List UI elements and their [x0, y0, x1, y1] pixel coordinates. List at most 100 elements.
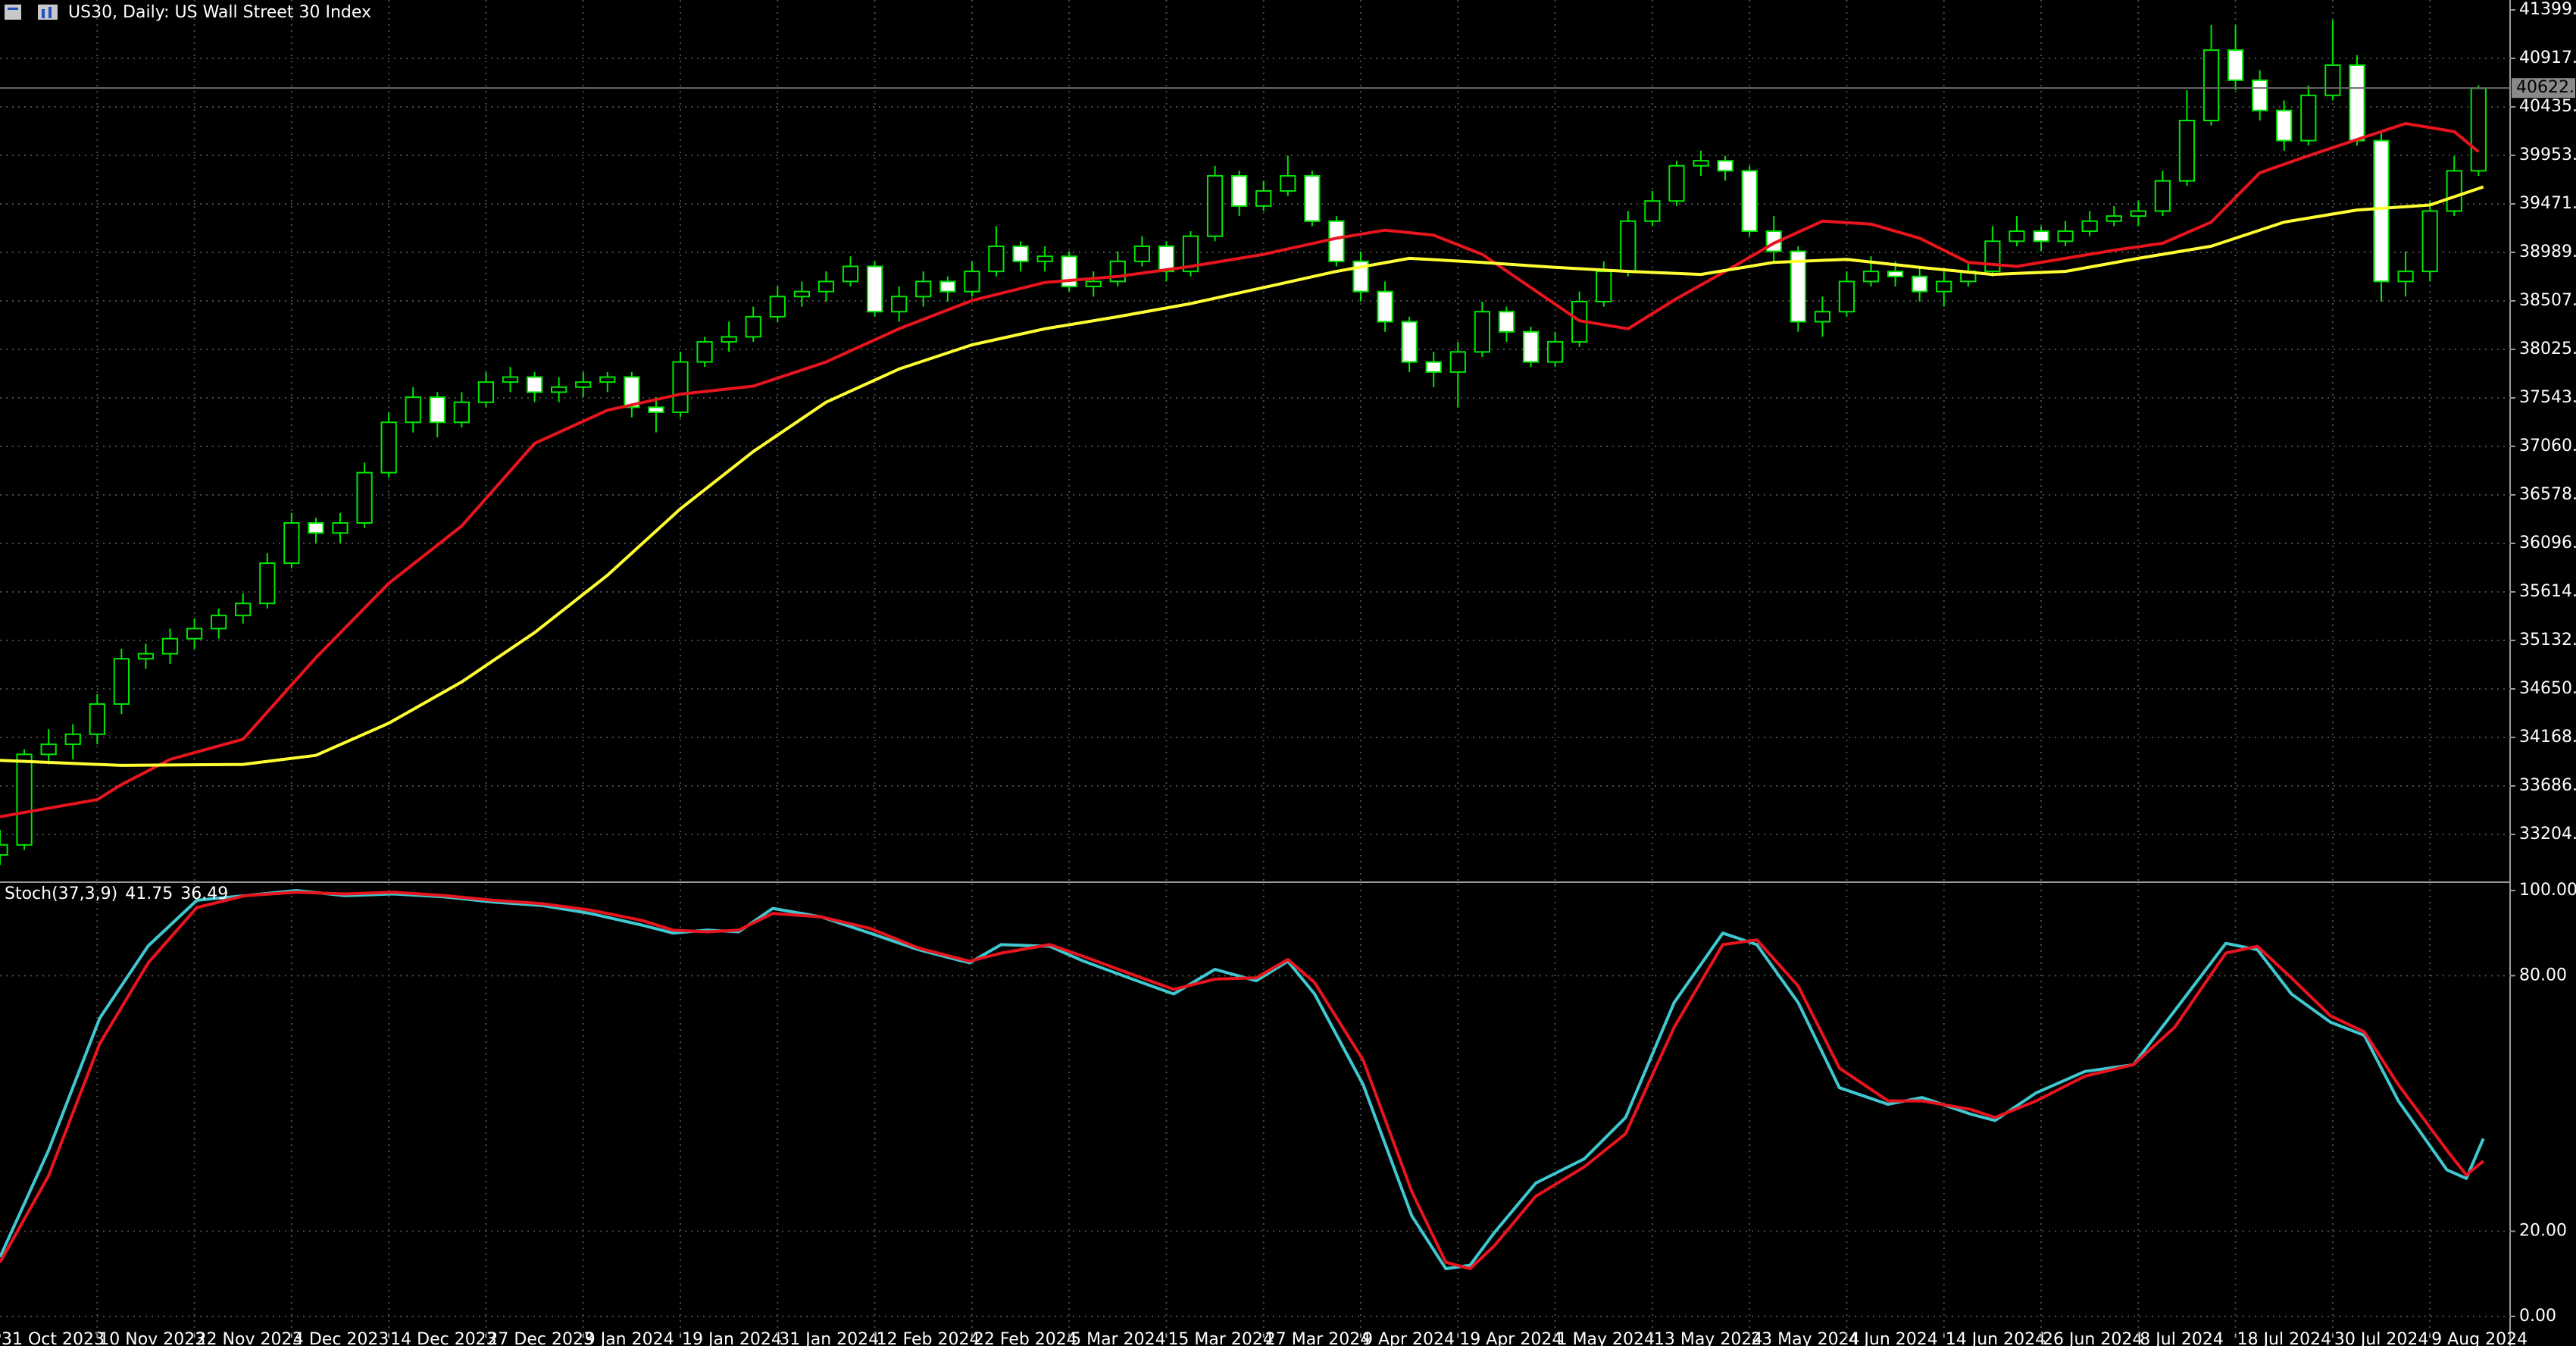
y-tick-label: 33204.1: [2519, 825, 2576, 844]
candle-body: [161, 637, 179, 655]
candle-body: [1790, 250, 1806, 323]
candle-body: [1012, 245, 1029, 262]
candle-body: [259, 562, 276, 605]
x-tick-label: 22 Nov 2023: [196, 1330, 303, 1346]
candle-body: [672, 361, 689, 413]
y-tick-label: 38507.2: [2519, 291, 2576, 310]
y-tick-label: 34650.4: [2519, 679, 2576, 698]
candle-body: [2081, 220, 2098, 233]
candle-body: [1304, 175, 1321, 222]
candle-body: [137, 653, 155, 660]
candle-body: [793, 290, 810, 298]
candle-body: [2009, 230, 2025, 243]
candle-body: [551, 386, 567, 393]
indicator-value: 36.49: [180, 884, 228, 903]
x-tick-label: 31 Jan 2024: [779, 1330, 879, 1346]
x-tick-label: 18 Jul 2024: [2237, 1330, 2332, 1346]
candle-body: [2130, 210, 2146, 218]
candle-body: [624, 376, 640, 408]
x-tick-label: 23 May 2024: [1751, 1330, 1859, 1346]
candle-body: [964, 271, 980, 293]
candle-body: [453, 401, 470, 424]
candle-body: [1401, 321, 1418, 363]
candle-body: [1644, 200, 1661, 222]
candle-body: [1328, 220, 1345, 262]
candle-body: [1255, 189, 1272, 207]
candle-body: [818, 280, 835, 293]
candle-body: [235, 603, 252, 617]
candle-body: [429, 396, 445, 424]
indicator-name: Stoch(37,3,9): [5, 884, 117, 903]
candle-body: [1741, 170, 1758, 233]
candle-body: [915, 280, 932, 298]
candle-body: [769, 296, 786, 318]
candle-body: [380, 421, 397, 474]
candle-body: [1546, 341, 1564, 363]
candle-body: [477, 381, 495, 403]
candle-body: [1425, 361, 1442, 373]
current-price-box: [2512, 78, 2575, 99]
candle-body: [40, 743, 57, 756]
y-tick-label: 40917.7: [2519, 49, 2576, 67]
candle-body: [1109, 260, 1126, 283]
candle-body: [16, 753, 33, 846]
candle-body: [2276, 109, 2293, 142]
candle-body: [1936, 280, 1952, 293]
candle-body: [2397, 271, 2414, 283]
candle-body: [1620, 220, 1637, 273]
x-tick-label: 1 May 2024: [1557, 1330, 1655, 1346]
candle-body: [721, 336, 737, 343]
candle-body: [1912, 275, 1928, 293]
candle-body: [745, 315, 761, 338]
x-tick-label: 12 Feb 2024: [877, 1330, 980, 1346]
y-tick-label: 100.00: [2519, 881, 2576, 900]
candle-body: [2227, 49, 2244, 81]
x-tick-label: 13 May 2024: [1654, 1330, 1762, 1346]
line-series: [0, 122, 2480, 819]
candle-body: [2202, 49, 2220, 121]
symbol-icon: [5, 5, 21, 20]
candle-body: [332, 522, 349, 534]
x-tick-label: 9 Jan 2024: [585, 1330, 674, 1346]
candle-body: [1085, 280, 1102, 288]
candle-body: [2057, 230, 2074, 243]
candle-body: [1182, 235, 1199, 273]
candle-body: [1498, 311, 1515, 333]
candle-body: [2373, 139, 2390, 283]
candle-body: [2446, 170, 2462, 212]
candle-body: [2154, 180, 2171, 212]
candle-body: [1862, 271, 1880, 283]
candle-body: [1717, 160, 1733, 172]
candle-body: [696, 341, 713, 363]
candle-body: [891, 296, 908, 313]
x-tick-label: 10 Nov 2023: [98, 1330, 205, 1346]
candle-body: [2300, 94, 2317, 142]
candle-body: [89, 703, 105, 735]
candle-body: [0, 844, 8, 856]
candle-body: [939, 280, 956, 293]
line-series: [0, 891, 2484, 1270]
candle-body: [1206, 175, 1224, 237]
candle-body: [113, 658, 130, 705]
x-tick-label: 22 Feb 2024: [974, 1330, 1077, 1346]
candle-body: [1133, 245, 1150, 262]
x-tick-label: 30 Jul 2024: [2334, 1330, 2429, 1346]
y-tick-label: 38025.1: [2519, 340, 2576, 358]
candle-body: [2421, 210, 2438, 273]
x-tick-label: 5 Mar 2024: [1071, 1330, 1165, 1346]
candle-body: [502, 376, 519, 383]
candle-body: [988, 245, 1005, 273]
x-tick-label: 4 Jun 2024: [1848, 1330, 1937, 1346]
indicator-label: Stoch(37,3,9) 41.75 36.49: [5, 884, 228, 903]
candle-body: [575, 381, 592, 388]
x-tick-label: 19 Apr 2024: [1459, 1330, 1562, 1346]
chart-icon: [38, 5, 58, 20]
y-tick-label: 0.00: [2519, 1307, 2556, 1326]
chart-icon-bar: [42, 9, 45, 18]
candle-body: [648, 406, 664, 413]
y-tick-label: 38989.3: [2519, 243, 2576, 261]
y-tick-label: 35614.6: [2519, 582, 2576, 601]
chart-icon-bar: [48, 7, 52, 18]
